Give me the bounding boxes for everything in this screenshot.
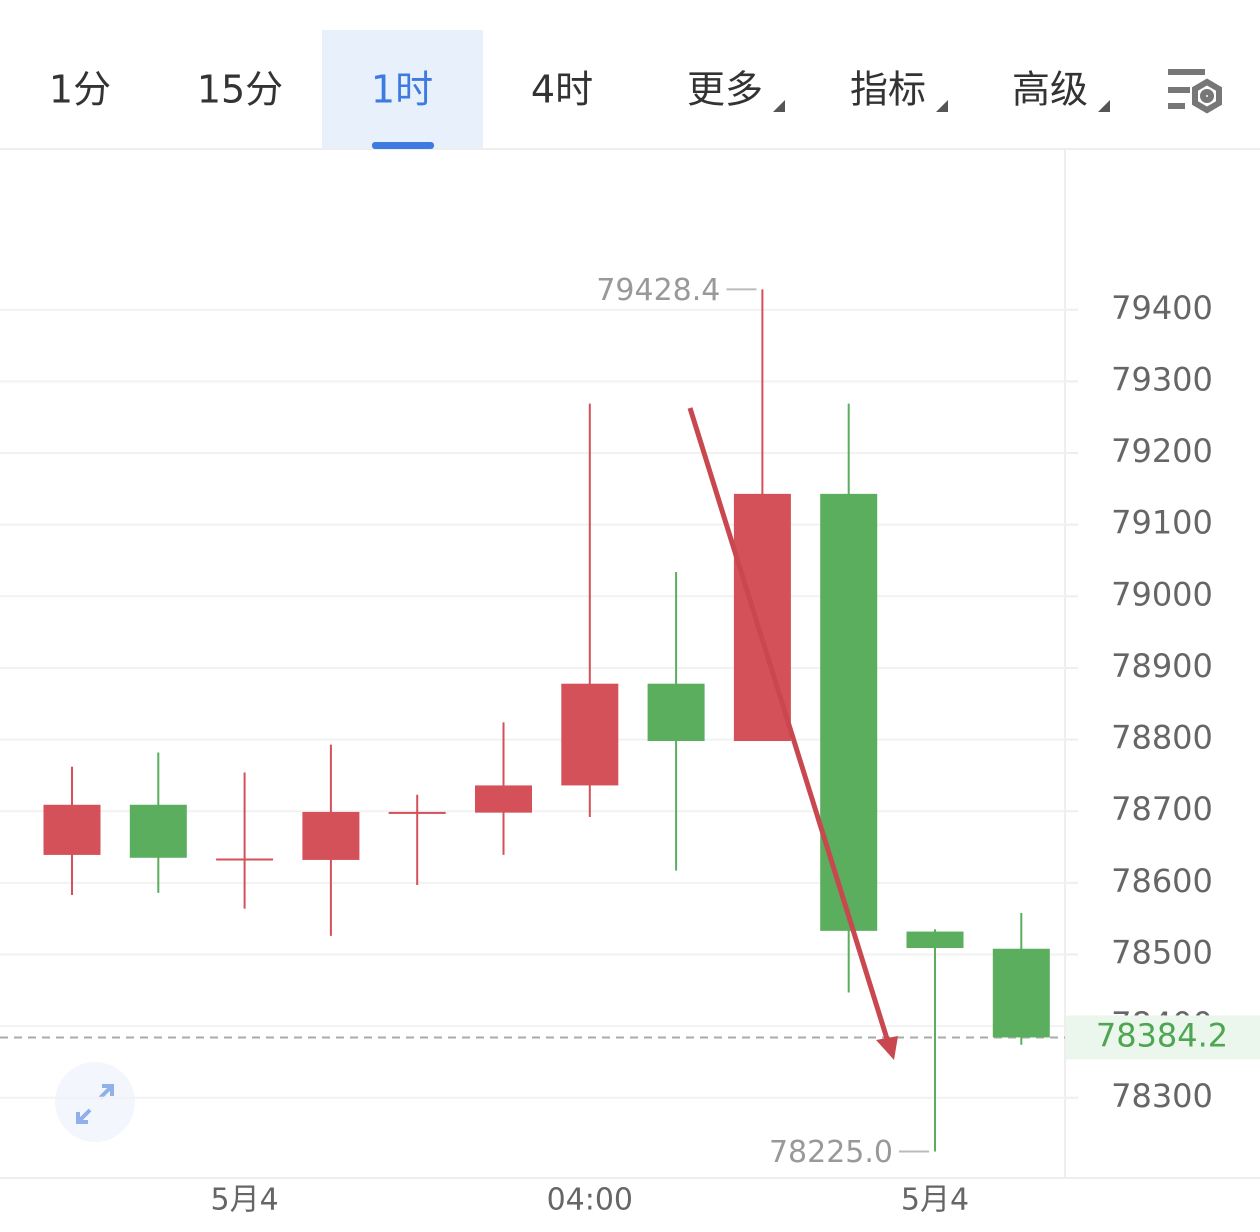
candle-body: [302, 811, 360, 860]
x-tick-label: 5月4: [901, 1183, 969, 1218]
tab[interactable]: 更多: [687, 68, 763, 112]
tab-indicator: [372, 142, 434, 149]
icon-dot: [1200, 89, 1214, 103]
candle-body: [561, 683, 619, 786]
tab-bar: 1分 15分 1时 4时 更多 指标 高级: [49, 30, 1110, 149]
tab[interactable]: 高级: [1012, 68, 1088, 112]
arrow-line: [687, 407, 891, 1043]
trend-arrow: [687, 407, 898, 1060]
min-label: 78225.0: [769, 1135, 893, 1170]
last-price-bg: [1066, 1015, 1260, 1060]
y-tick-label: 79400: [1111, 289, 1213, 327]
candle-body: [992, 948, 1050, 1038]
tab-caret: [773, 100, 785, 112]
x-tick-label: 04:00: [547, 1183, 633, 1218]
tab-selected-bg: [322, 30, 483, 148]
tab-caret: [1098, 100, 1110, 112]
y-tick-label: 79300: [1111, 360, 1213, 398]
candle-body: [388, 811, 446, 814]
icon-hex: [1192, 78, 1222, 114]
last-price-label: 78384.2: [1096, 1016, 1228, 1054]
y-tick-label: 79100: [1111, 504, 1213, 542]
tab[interactable]: 4时: [531, 68, 593, 112]
max-label: 79428.4: [596, 273, 720, 308]
tab[interactable]: 1时: [371, 68, 433, 112]
expand-bg: [55, 1062, 135, 1142]
expand-icon: [76, 1084, 114, 1124]
expand-button[interactable]: [55, 1062, 135, 1142]
tab-caret: [936, 100, 948, 112]
y-tick-label: 78800: [1111, 719, 1213, 757]
y-tick-label: 79200: [1111, 432, 1213, 470]
arrow-head: [876, 1036, 898, 1060]
y-tick-label: 78500: [1111, 933, 1213, 971]
candle-body: [647, 683, 705, 742]
y-tick-label: 78300: [1111, 1077, 1213, 1115]
tab[interactable]: 1分: [49, 68, 111, 112]
candle-body: [43, 804, 101, 855]
candle-body: [820, 493, 878, 931]
tab[interactable]: 指标: [850, 68, 926, 112]
y-tick-label: 78900: [1111, 647, 1213, 685]
candle-body: [216, 858, 274, 861]
candle-body: [906, 931, 964, 949]
y-tick-label: 79000: [1111, 575, 1213, 613]
candle-body: [475, 785, 532, 813]
y-tick-label: 78600: [1111, 862, 1213, 900]
plot: 7830078400785007860078700788007890079000…: [0, 273, 1260, 1218]
tab[interactable]: 15分: [197, 68, 283, 112]
settings-icon[interactable]: [1168, 69, 1222, 114]
y-tick-label: 78700: [1111, 790, 1213, 828]
candle-body: [129, 804, 187, 858]
x-tick-label: 5月4: [211, 1183, 279, 1218]
